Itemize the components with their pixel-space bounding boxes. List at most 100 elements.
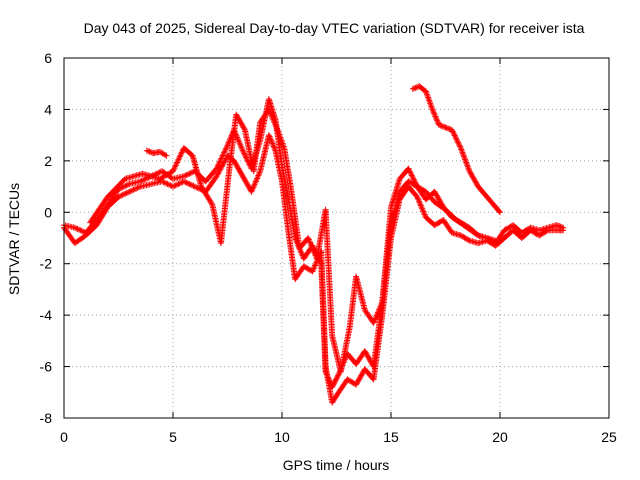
data-point-interpolated xyxy=(268,112,275,119)
data-point-interpolated xyxy=(421,211,428,218)
data-point-interpolated xyxy=(433,116,440,123)
data-point-interpolated xyxy=(421,210,428,217)
data-point xyxy=(71,224,78,231)
data-point-interpolated xyxy=(236,118,243,124)
data-point-interpolated xyxy=(171,165,178,172)
data-point-interpolated xyxy=(218,163,225,170)
data-point-interpolated xyxy=(187,181,194,188)
data-point-interpolated xyxy=(356,375,363,382)
data-point-interpolated xyxy=(467,170,474,177)
data-point-interpolated xyxy=(172,163,179,170)
data-point-interpolated xyxy=(240,148,247,155)
data-point-interpolated xyxy=(190,182,197,189)
data-point-interpolated xyxy=(271,144,278,151)
data-point-interpolated xyxy=(439,123,446,130)
data-point-interpolated xyxy=(242,178,249,185)
data-point-interpolated xyxy=(305,236,312,243)
data-point-interpolated xyxy=(457,143,464,150)
data-point-interpolated xyxy=(175,181,182,187)
y-tick-label: -6 xyxy=(40,359,53,375)
data-point-interpolated xyxy=(469,173,476,180)
data-point xyxy=(497,209,503,216)
data-point-interpolated xyxy=(182,172,189,179)
data-point-interpolated xyxy=(417,201,424,208)
data-point-interpolated xyxy=(425,94,432,101)
data-point-interpolated xyxy=(232,160,239,167)
data-point xyxy=(143,147,150,154)
series-track-5 xyxy=(409,83,503,216)
data-point-interpolated xyxy=(215,170,222,177)
data-point-interpolated xyxy=(238,170,245,177)
data-point-interpolated xyxy=(234,164,241,171)
data-point-interpolated xyxy=(451,131,458,138)
data-point-interpolated xyxy=(176,155,183,162)
data-point-interpolated xyxy=(417,202,424,209)
data-point-interpolated xyxy=(470,174,477,181)
data-point xyxy=(170,168,176,175)
data-point xyxy=(431,188,438,195)
data-point-interpolated xyxy=(134,184,141,191)
data-point-interpolated xyxy=(172,162,179,169)
data-point-interpolated xyxy=(269,140,276,147)
chart-title: Day 043 of 2025, Sidereal Day-to-day VTE… xyxy=(84,20,585,36)
data-point-interpolated xyxy=(424,92,431,99)
data-point-interpolated xyxy=(239,121,246,128)
data-point-interpolated xyxy=(208,200,215,207)
data-point-interpolated xyxy=(239,172,246,178)
data-point xyxy=(213,173,220,180)
data-point-interpolated xyxy=(434,193,441,200)
data-point-interpolated xyxy=(376,306,383,313)
data-point-interpolated xyxy=(221,158,228,165)
data-point xyxy=(429,106,436,113)
data-point-interpolated xyxy=(217,165,224,172)
data-point-interpolated xyxy=(174,158,181,165)
data-point-interpolated xyxy=(237,141,244,148)
data-point-interpolated xyxy=(374,311,381,318)
data-point-interpolated xyxy=(433,191,440,198)
data-point-interpolated xyxy=(310,266,317,273)
data-point-interpolated xyxy=(241,151,248,158)
data-point-interpolated xyxy=(334,373,341,380)
data-point-interpolated xyxy=(432,114,439,121)
data-point-interpolated xyxy=(357,373,364,380)
data-point-interpolated xyxy=(453,135,460,142)
data-point-interpolated xyxy=(332,377,339,384)
data-point-interpolated xyxy=(267,110,274,117)
data-point xyxy=(137,178,144,185)
data-point-interpolated xyxy=(255,171,262,178)
data-point-interpolated xyxy=(223,143,230,150)
data-point-interpolated xyxy=(364,352,371,358)
data-point-interpolated xyxy=(177,152,184,159)
data-point-interpolated xyxy=(416,198,423,205)
data-point-interpolated xyxy=(414,195,421,202)
data-point-interpolated xyxy=(274,125,281,132)
data-point xyxy=(457,145,464,151)
data-point-interpolated xyxy=(307,239,314,246)
data-point-interpolated xyxy=(178,179,185,186)
data-point-interpolated xyxy=(298,249,305,256)
data-point-interpolated xyxy=(250,184,257,191)
data-point-interpolated xyxy=(77,227,84,234)
data-point-interpolated xyxy=(376,305,383,312)
data-point-interpolated xyxy=(216,167,223,174)
data-point-interpolated xyxy=(426,98,433,105)
y-tick-label: 6 xyxy=(44,50,52,66)
data-point xyxy=(435,121,442,128)
data-point-interpolated xyxy=(310,246,317,253)
data-point-interpolated xyxy=(335,372,342,379)
data-point-interpolated xyxy=(374,309,381,316)
data-point-interpolated xyxy=(450,129,457,136)
data-point-interpolated xyxy=(358,371,365,378)
data-point-interpolated xyxy=(270,141,277,148)
data-point-interpolated xyxy=(298,251,305,258)
data-point xyxy=(305,235,312,241)
data-point-interpolated xyxy=(410,175,417,182)
data-point-interpolated xyxy=(333,376,340,383)
data-point-interpolated xyxy=(428,104,435,111)
data-point-interpolated xyxy=(308,242,315,249)
data-point-interpolated xyxy=(187,170,194,177)
data-point-interpolated xyxy=(467,169,474,176)
data-point-interpolated xyxy=(459,150,466,157)
data-point-interpolated xyxy=(231,159,238,166)
data-point-interpolated xyxy=(146,148,153,155)
